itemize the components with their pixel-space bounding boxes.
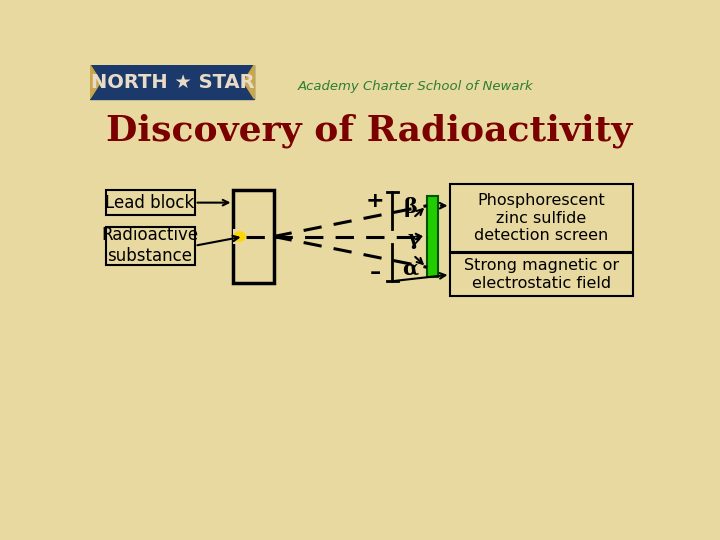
Bar xyxy=(90,65,254,99)
Text: α: α xyxy=(402,259,418,279)
Text: Phosphorescent
zinc sulfide
detection screen: Phosphorescent zinc sulfide detection sc… xyxy=(474,193,608,243)
Bar xyxy=(106,226,194,265)
Bar xyxy=(451,184,632,252)
Bar xyxy=(233,190,274,283)
Text: +: + xyxy=(366,191,384,211)
Polygon shape xyxy=(90,65,101,99)
Bar xyxy=(233,229,253,244)
Bar xyxy=(451,253,632,296)
Text: Radioactive
substance: Radioactive substance xyxy=(102,226,199,265)
Text: β: β xyxy=(403,197,417,217)
Text: Discovery of Radioactivity: Discovery of Radioactivity xyxy=(106,113,632,147)
Bar xyxy=(106,190,194,215)
Ellipse shape xyxy=(234,232,245,241)
Text: Strong magnetic or
electrostatic field: Strong magnetic or electrostatic field xyxy=(464,259,619,291)
Bar xyxy=(427,197,438,276)
Text: NORTH ★ STAR: NORTH ★ STAR xyxy=(91,73,255,92)
Text: γ: γ xyxy=(408,229,422,249)
Bar xyxy=(233,190,274,283)
Polygon shape xyxy=(243,65,254,99)
Text: Academy Charter School of Newark: Academy Charter School of Newark xyxy=(297,80,534,93)
Text: –: – xyxy=(369,264,381,284)
Text: Lead block: Lead block xyxy=(105,194,194,212)
